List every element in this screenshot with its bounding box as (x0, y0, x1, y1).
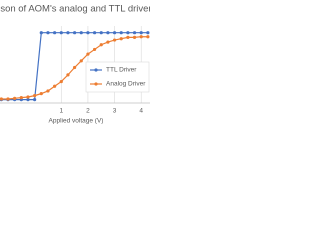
data-point (46, 89, 50, 93)
data-point (53, 84, 57, 88)
chart-title: Comparison of AOM's analog and TTL drive… (0, 4, 150, 15)
legend-marker (94, 68, 98, 72)
data-point (139, 35, 143, 39)
data-point (126, 31, 130, 35)
data-point (0, 97, 3, 101)
data-point (13, 96, 17, 100)
data-point (59, 31, 63, 35)
legend-box (85, 61, 150, 93)
data-point (66, 73, 70, 77)
data-point (146, 35, 150, 39)
data-point (66, 31, 70, 35)
data-point (92, 47, 97, 52)
data-point (132, 35, 137, 39)
data-point (46, 31, 50, 35)
data-point (106, 40, 110, 44)
data-point (79, 31, 83, 35)
data-point (119, 37, 123, 41)
data-point (26, 95, 30, 99)
x-axis-label: Applied voltage (V) (49, 118, 104, 125)
data-point (99, 31, 103, 35)
data-point (53, 31, 57, 35)
data-point (99, 43, 103, 47)
data-point (39, 31, 43, 35)
x-tick-label: 2 (86, 108, 90, 115)
data-point (6, 97, 10, 101)
data-point (26, 98, 30, 102)
data-point (146, 31, 150, 35)
data-point (139, 31, 143, 35)
data-point (73, 65, 77, 70)
data-point (79, 59, 83, 63)
x-tick-label: 1 (59, 108, 63, 115)
data-point (132, 31, 137, 35)
data-point (19, 96, 23, 100)
data-point (33, 98, 37, 102)
data-point (86, 52, 90, 56)
legend-label: Analog Driver (106, 81, 146, 88)
legend-label: TTL Driver (106, 67, 137, 74)
chart: Comparison of AOM's analog and TTL drive… (0, 4, 150, 125)
data-point (39, 92, 43, 96)
data-point (112, 31, 117, 35)
data-point (106, 31, 110, 35)
data-point (86, 31, 90, 35)
data-point (119, 31, 123, 35)
data-point (92, 31, 97, 35)
data-point (126, 35, 130, 39)
data-point (112, 38, 117, 42)
x-tick-label: 4 (139, 108, 143, 115)
data-point (73, 31, 77, 35)
data-point (33, 94, 37, 98)
x-tick-label: 3 (113, 108, 117, 115)
data-point (59, 79, 63, 84)
legend-marker (94, 82, 98, 86)
